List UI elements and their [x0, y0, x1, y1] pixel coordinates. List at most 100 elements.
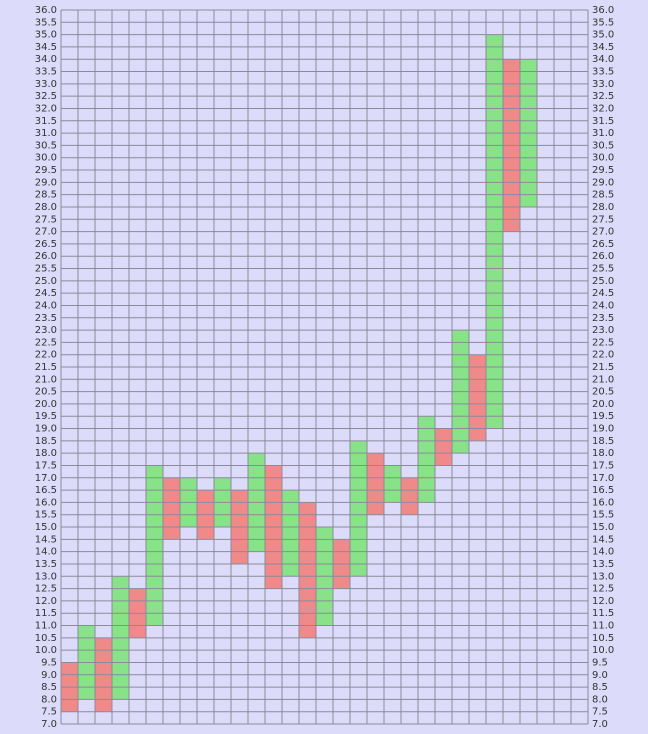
- y2-tick-label: 9.0: [592, 670, 608, 681]
- y-tick-label: 16.0: [35, 497, 57, 508]
- y2-tick-label: 19.0: [592, 424, 614, 435]
- y2-tick-label: 26.0: [592, 251, 614, 262]
- y-tick-label: 14.0: [35, 547, 57, 558]
- y-tick-label: 30.0: [35, 153, 57, 164]
- y-tick-label: 9.5: [41, 657, 57, 668]
- y-tick-label: 8.0: [41, 694, 57, 705]
- y-tick-label: 20.0: [35, 399, 57, 410]
- y2-tick-label: 31.5: [592, 116, 614, 127]
- y-tick-label: 19.5: [35, 411, 57, 422]
- y-tick-label: 13.5: [35, 559, 57, 570]
- y-tick-label: 34.5: [35, 42, 57, 53]
- y2-tick-label: 26.5: [592, 239, 614, 250]
- y-tick-label: 11.5: [35, 608, 57, 619]
- y-tick-label: 21.5: [35, 362, 57, 373]
- y-tick-label: 27.0: [35, 227, 57, 238]
- y2-tick-label: 7.5: [592, 707, 608, 718]
- y-tick-label: 32.5: [35, 91, 57, 102]
- y2-tick-label: 27.5: [592, 214, 614, 225]
- y-tick-label: 12.5: [35, 584, 57, 595]
- y-tick-label: 17.5: [35, 460, 57, 471]
- y2-tick-label: 28.5: [592, 190, 614, 201]
- y-tick-label: 15.5: [35, 510, 57, 521]
- y-tick-label: 13.0: [35, 571, 57, 582]
- y2-tick-label: 18.5: [592, 436, 614, 447]
- column: [384, 465, 401, 503]
- y-tick-label: 10.5: [35, 633, 57, 644]
- y2-tick-label: 10.5: [592, 633, 614, 644]
- y2-tick-label: 30.5: [592, 140, 614, 151]
- y-tick-label: 20.5: [35, 387, 57, 398]
- y-tick-label: 28.5: [35, 190, 57, 201]
- y-tick-label: 25.0: [35, 276, 57, 287]
- y-tick-label: 7.0: [41, 719, 57, 730]
- column: [350, 440, 367, 577]
- y-tick-label: 9.0: [41, 670, 57, 681]
- column: [469, 354, 486, 441]
- y-tick-label: 26.5: [35, 239, 57, 250]
- y2-tick-label: 22.0: [592, 350, 614, 361]
- y2-tick-label: 25.5: [592, 264, 614, 275]
- y2-tick-label: 13.0: [592, 571, 614, 582]
- y-tick-label: 28.0: [35, 202, 57, 213]
- y-tick-label: 31.0: [35, 128, 57, 139]
- y-tick-label: 35.5: [35, 17, 57, 28]
- y-tick-label: 35.0: [35, 30, 57, 41]
- y-tick-label: 30.5: [35, 140, 57, 151]
- y-tick-label: 17.0: [35, 473, 57, 484]
- y-tick-label: 36.0: [35, 5, 57, 16]
- y2-tick-label: 34.5: [592, 42, 614, 53]
- y-tick-label: 22.5: [35, 337, 57, 348]
- y2-tick-label: 34.0: [592, 54, 614, 65]
- y-tick-label: 14.5: [35, 534, 57, 545]
- y2-tick-label: 8.0: [592, 694, 608, 705]
- y2-tick-label: 17.0: [592, 473, 614, 484]
- y-tick-label: 34.0: [35, 54, 57, 65]
- column: [299, 502, 316, 638]
- y2-tick-label: 17.5: [592, 460, 614, 471]
- y2-tick-label: 16.0: [592, 497, 614, 508]
- y-tick-label: 27.5: [35, 214, 57, 225]
- y-tick-label: 26.0: [35, 251, 57, 262]
- y-tick-label: 24.5: [35, 288, 57, 299]
- y-tick-label: 33.0: [35, 79, 57, 90]
- y-tick-label: 22.0: [35, 350, 57, 361]
- y2-tick-label: 31.0: [592, 128, 614, 139]
- y2-tick-label: 32.0: [592, 103, 614, 114]
- y2-tick-label: 7.0: [592, 719, 608, 730]
- column: [367, 453, 384, 515]
- column: [435, 428, 452, 466]
- y2-tick-label: 33.0: [592, 79, 614, 90]
- y2-tick-label: 22.5: [592, 337, 614, 348]
- y-tick-label: 21.0: [35, 374, 57, 385]
- y2-tick-label: 25.0: [592, 276, 614, 287]
- y2-tick-label: 29.5: [592, 165, 614, 176]
- y2-tick-label: 16.5: [592, 485, 614, 496]
- column: [163, 477, 180, 540]
- y2-tick-label: 35.0: [592, 30, 614, 41]
- y-tick-label: 24.0: [35, 300, 57, 311]
- y2-tick-label: 12.5: [592, 584, 614, 595]
- y-tick-label: 16.5: [35, 485, 57, 496]
- y2-tick-label: 20.5: [592, 387, 614, 398]
- y-tick-label: 10.0: [35, 645, 57, 656]
- y2-tick-label: 11.0: [592, 621, 614, 632]
- y2-tick-label: 21.5: [592, 362, 614, 373]
- y2-tick-label: 27.0: [592, 227, 614, 238]
- y-tick-label: 19.0: [35, 424, 57, 435]
- y-tick-label: 29.5: [35, 165, 57, 176]
- y2-tick-label: 14.5: [592, 534, 614, 545]
- column: [282, 490, 299, 577]
- y2-tick-label: 23.0: [592, 325, 614, 336]
- y-tick-label: 33.5: [35, 67, 57, 78]
- y2-tick-label: 18.0: [592, 448, 614, 459]
- y2-tick-label: 24.5: [592, 288, 614, 299]
- y2-tick-label: 10.0: [592, 645, 614, 656]
- y2-tick-label: 32.5: [592, 91, 614, 102]
- y-tick-label: 18.5: [35, 436, 57, 447]
- y-tick-label: 29.0: [35, 177, 57, 188]
- column: [146, 465, 163, 626]
- y-tick-label: 23.5: [35, 313, 57, 324]
- y2-tick-label: 24.0: [592, 300, 614, 311]
- y2-tick-label: 8.5: [592, 682, 608, 693]
